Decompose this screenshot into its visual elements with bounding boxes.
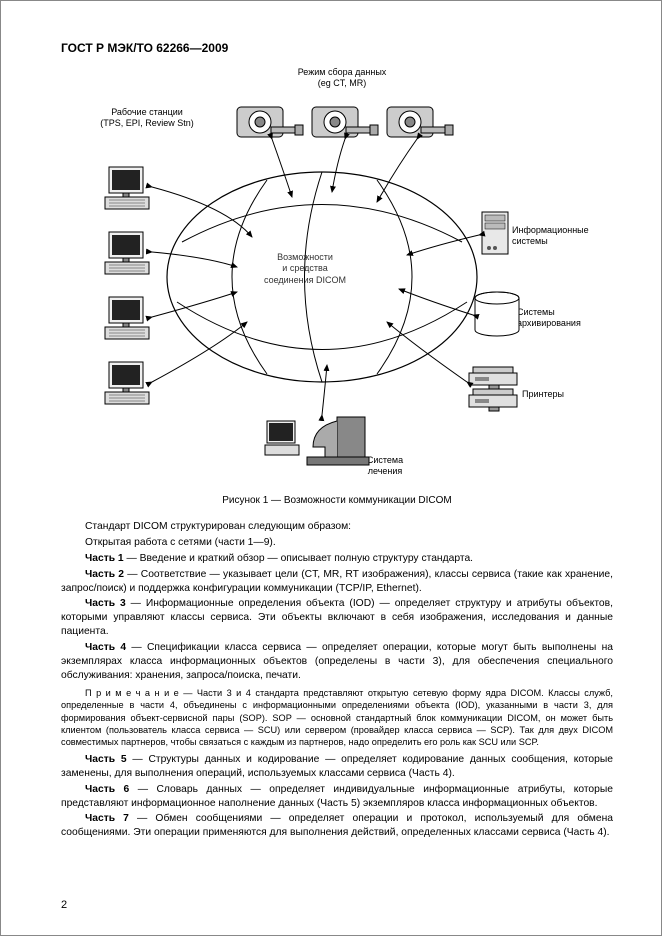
- para-1: Часть 1 — Введение и краткий обзор — опи…: [61, 552, 613, 566]
- note: П р и м е ч а н и е — Части 3 и 4 станда…: [61, 687, 613, 749]
- body-text: Стандарт DICOM структурирован следующим …: [61, 520, 613, 840]
- para-7: Часть 7 — Обмен сообщениями — определяет…: [61, 812, 613, 840]
- para-6: Часть 6 — Словарь данных — определяет ин…: [61, 783, 613, 811]
- page-number: 2: [61, 899, 67, 911]
- figure-caption: Рисунок 1 — Возможности коммуникации DIC…: [61, 495, 613, 506]
- figure-svg: [87, 67, 587, 487]
- document-id: ГОСТ Р МЭК/ТО 62266—2009: [61, 41, 613, 55]
- para-intro1: Стандарт DICOM структурирован следующим …: [61, 520, 613, 534]
- para-4: Часть 4 — Спецификации класса сервиса — …: [61, 641, 613, 683]
- para-intro2: Открытая работа с сетями (части 1—9).: [61, 536, 613, 550]
- figure-1: Режим сбора данных(eg CT, MR) Рабочие ст…: [87, 67, 587, 487]
- para-3: Часть 3 — Информационные определения объ…: [61, 597, 613, 639]
- para-5: Часть 5 — Структуры данных и кодирование…: [61, 753, 613, 781]
- para-2: Часть 2 — Соответствие — указывает цели …: [61, 568, 613, 596]
